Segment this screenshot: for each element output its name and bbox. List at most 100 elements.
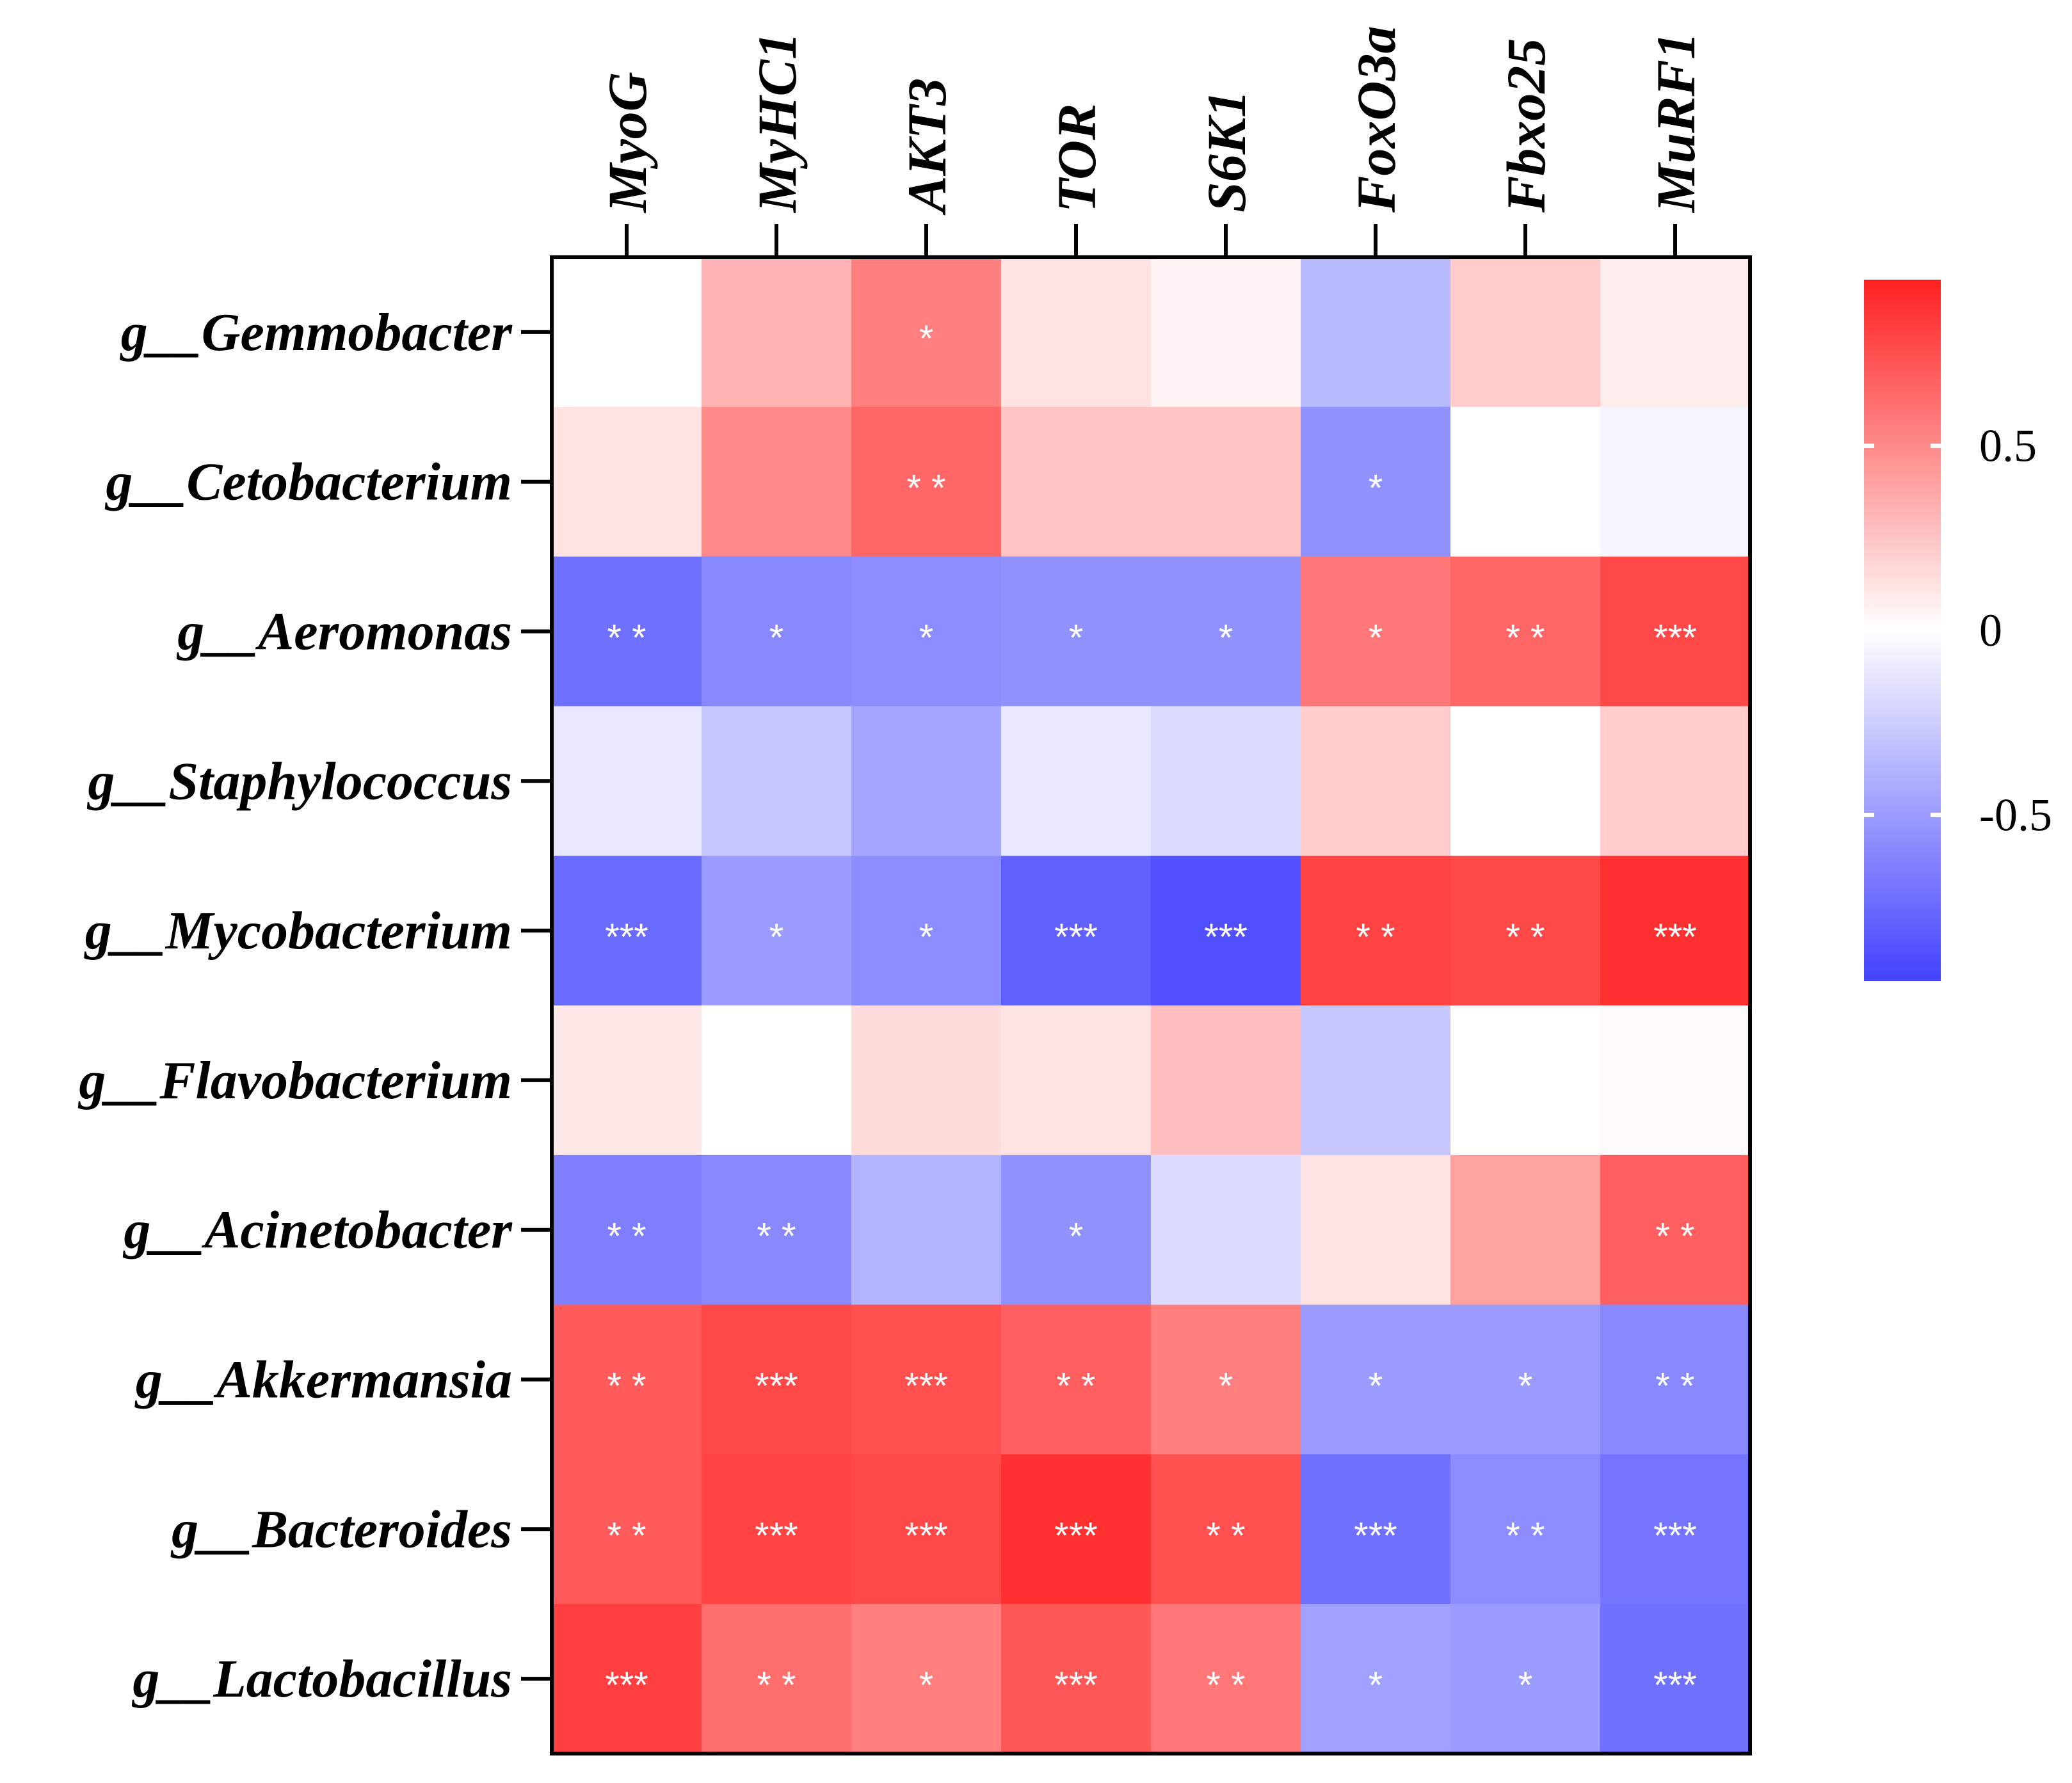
heatmap-cell: [1450, 856, 1601, 1006]
row-label: g__Cetobacterium: [104, 452, 512, 512]
column-label: S6K1: [1196, 90, 1257, 212]
row-label: g__Flavobacterium: [77, 1051, 512, 1110]
significance-label: ***: [605, 916, 648, 958]
significance-label: ***: [755, 1366, 798, 1407]
colorbar-tick-label: 0: [1979, 605, 2002, 656]
heatmap-cell: [552, 1155, 702, 1306]
heatmap-cell: [1001, 1304, 1152, 1455]
significance-label: * *: [1356, 916, 1395, 958]
significance-label: ***: [1653, 618, 1697, 659]
significance-label: ***: [1653, 1665, 1697, 1706]
heatmap-cell: [1001, 856, 1152, 1006]
heatmap-cell: [1450, 1005, 1601, 1156]
significance-label: * *: [757, 1216, 796, 1258]
significance-label: ***: [1054, 1515, 1098, 1556]
significance-label: *: [769, 916, 784, 958]
significance-label: ***: [1354, 1515, 1397, 1556]
heatmap-cell: [1450, 257, 1601, 408]
column-label: FoxO3a: [1345, 26, 1407, 213]
significance-label: *: [1069, 618, 1084, 659]
heatmap-cell: [851, 1604, 1002, 1754]
significance-label: * *: [1506, 1515, 1545, 1556]
heatmap-cell: [1600, 257, 1751, 408]
significance-label: * *: [1206, 1515, 1245, 1556]
row-label: g__Akkermansia: [134, 1350, 512, 1410]
heatmap-cell: [702, 1454, 852, 1604]
heatmap-cell: [1600, 1155, 1751, 1306]
heatmap-cell: [1151, 706, 1301, 856]
significance-label: * *: [607, 1366, 646, 1407]
row-label: g__Acinetobacter: [122, 1201, 513, 1260]
significance-label: *: [919, 1665, 934, 1706]
heatmap-cell: [851, 1155, 1002, 1306]
column-label: TOR: [1046, 104, 1107, 212]
row-label: g__Aeromonas: [176, 602, 512, 662]
significance-label: * *: [906, 468, 945, 509]
heatmap-cell: [1600, 556, 1751, 707]
heatmap-frame: [550, 255, 1752, 1755]
heatmap-cell: [702, 1155, 852, 1306]
heatmap-cell: [851, 706, 1002, 856]
heatmap-cell: [1600, 1005, 1751, 1156]
column-label: MyoG: [597, 72, 658, 214]
significance-label: * *: [1056, 1366, 1095, 1407]
heatmap-cell: [1151, 257, 1301, 408]
heatmap-cell: [552, 257, 702, 408]
heatmap-cell: [702, 257, 852, 408]
significance-label: * *: [1655, 1216, 1694, 1258]
significance-label: *: [1069, 1216, 1084, 1258]
row-label: g__Lactobacillus: [131, 1649, 512, 1709]
heatmap-cell: [552, 1304, 702, 1455]
significance-label: *: [1219, 618, 1233, 659]
heatmap-cell: [1151, 1454, 1301, 1604]
significance-label: ***: [605, 1665, 648, 1706]
heatmap-cell: [1450, 1155, 1601, 1306]
significance-label: * *: [607, 1216, 646, 1258]
significance-label: *: [919, 318, 934, 360]
heatmap-cell: [1151, 1005, 1301, 1156]
significance-label: * *: [1206, 1665, 1245, 1706]
significance-label: *: [1369, 468, 1383, 509]
heatmap-cell: [552, 1604, 702, 1754]
heatmap-cell: [1001, 706, 1152, 856]
heatmap-cell: [851, 257, 1002, 408]
significance-label: ***: [1653, 916, 1697, 958]
heatmap-cell: [1151, 856, 1301, 1006]
significance-label: *: [1369, 1665, 1383, 1706]
significance-label: ***: [755, 1515, 798, 1556]
significance-label: * *: [607, 1515, 646, 1556]
column-label: AKT3: [896, 78, 958, 216]
heatmap-cell: [1450, 706, 1601, 856]
significance-label: * *: [1506, 916, 1545, 958]
heatmap-cell: [1301, 257, 1451, 408]
heatmap-cell: [1151, 556, 1301, 707]
significance-label: *: [1369, 618, 1383, 659]
significance-label: * *: [607, 618, 646, 659]
heatmap-cell: [1001, 1454, 1152, 1604]
significance-label: ***: [1054, 1665, 1098, 1706]
heatmap-cell: [851, 406, 1002, 557]
column-label: MyHC1: [746, 32, 808, 214]
heatmap-cell: [1301, 1304, 1451, 1455]
column-label: MuRF1: [1645, 32, 1707, 214]
significance-label: *: [1518, 1366, 1533, 1407]
heatmap-cell: [1600, 1304, 1751, 1455]
heatmap-cell: [1600, 406, 1751, 557]
significance-label: *: [769, 618, 784, 659]
heatmap-cell: [1151, 406, 1301, 557]
heatmap-cell: [851, 1005, 1002, 1156]
significance-label: ***: [904, 1515, 948, 1556]
heatmap-cell: [1001, 257, 1152, 408]
heatmap-cell: [1600, 1604, 1751, 1754]
heatmap-cell: [702, 556, 852, 707]
significance-label: *: [1518, 1665, 1533, 1706]
colorbar-gradient: [1864, 280, 1941, 981]
significance-label: * *: [757, 1665, 796, 1706]
heatmap-cell: [552, 706, 702, 856]
heatmap-cell: [552, 406, 702, 557]
heatmap-cell: [1450, 406, 1601, 557]
significance-label: ***: [904, 1366, 948, 1407]
heatmap-cell: [702, 1005, 852, 1156]
heatmap-cell: [1301, 1155, 1451, 1306]
